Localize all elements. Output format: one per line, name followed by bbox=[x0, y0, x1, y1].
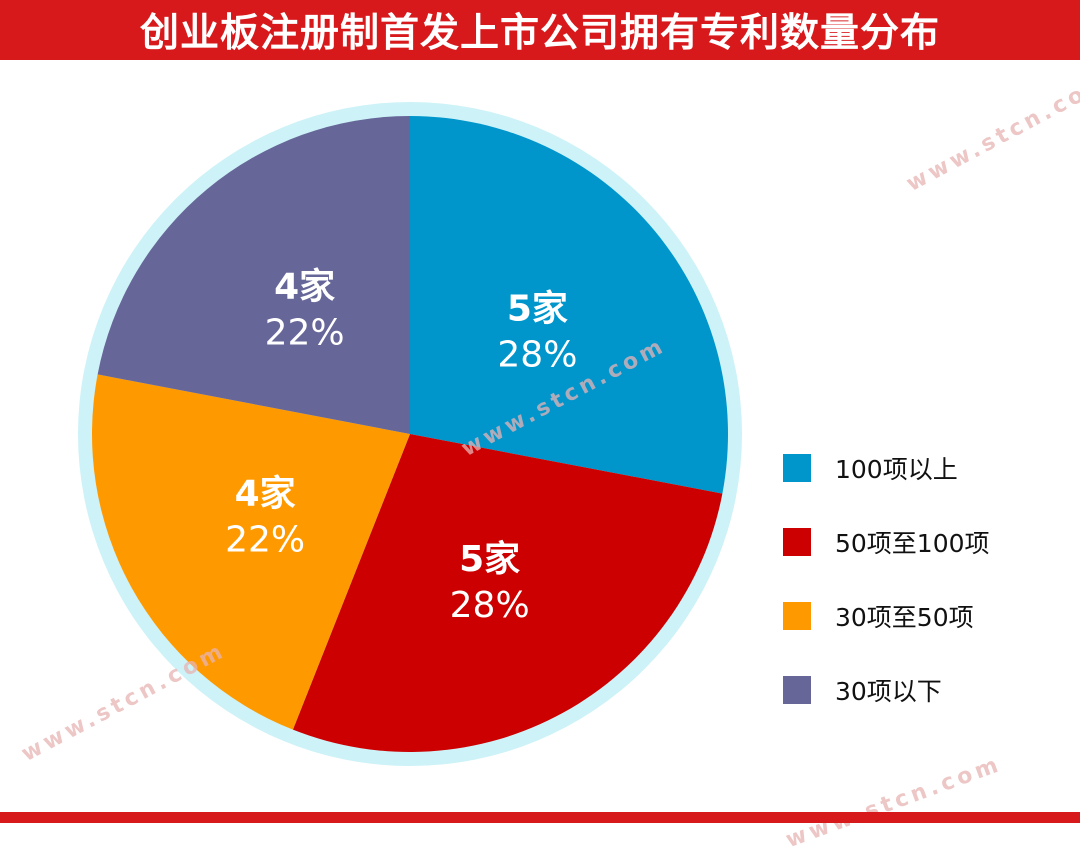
legend-item-2: 30项至50项 bbox=[783, 598, 1063, 634]
pie-chart: 5家 28% 5家 28% 4家 22% 4家 22% bbox=[78, 102, 742, 766]
legend-label-0: 100项以上 bbox=[835, 455, 958, 484]
pie-slice-1 bbox=[292, 434, 723, 753]
slice-count-label-1: 5家 bbox=[459, 539, 520, 580]
slice-count-label-0: 5家 bbox=[507, 289, 568, 330]
slice-percent-label-2: 22% bbox=[225, 520, 305, 561]
legend-item-1: 50项至100项 bbox=[783, 524, 1063, 560]
pie-labels: 5家 28% 5家 28% 4家 22% 4家 22% bbox=[225, 267, 577, 626]
pie-slice-2 bbox=[92, 374, 410, 730]
slice-count-label-2: 4家 bbox=[235, 474, 296, 515]
pie-slice-3 bbox=[97, 116, 410, 434]
legend-label-2: 30项至50项 bbox=[835, 603, 974, 632]
legend-swatch-3 bbox=[783, 676, 811, 704]
legend-swatch-0 bbox=[783, 454, 811, 482]
slice-percent-label-3: 22% bbox=[265, 313, 345, 354]
legend-swatch-1 bbox=[783, 528, 811, 556]
slice-count-label-3: 4家 bbox=[274, 267, 335, 308]
pie-slice-0 bbox=[410, 116, 728, 494]
legend-item-0: 100项以上 bbox=[783, 450, 1063, 486]
legend-swatch-2 bbox=[783, 602, 811, 630]
legend: 100项以上 50项至100项 30项至50项 30项以下 bbox=[783, 450, 1063, 746]
legend-item-3: 30项以下 bbox=[783, 672, 1063, 708]
slice-percent-label-0: 28% bbox=[497, 335, 577, 376]
legend-label-3: 30项以下 bbox=[835, 677, 942, 706]
footer-bar bbox=[0, 812, 1080, 823]
pie-slices bbox=[92, 116, 728, 753]
slice-percent-label-1: 28% bbox=[450, 585, 530, 626]
legend-label-1: 50项至100项 bbox=[835, 529, 990, 558]
header-bar: 创业板注册制首发上市公司拥有专利数量分布 bbox=[0, 0, 1080, 60]
chart-title: 创业板注册制首发上市公司拥有专利数量分布 bbox=[139, 11, 940, 56]
